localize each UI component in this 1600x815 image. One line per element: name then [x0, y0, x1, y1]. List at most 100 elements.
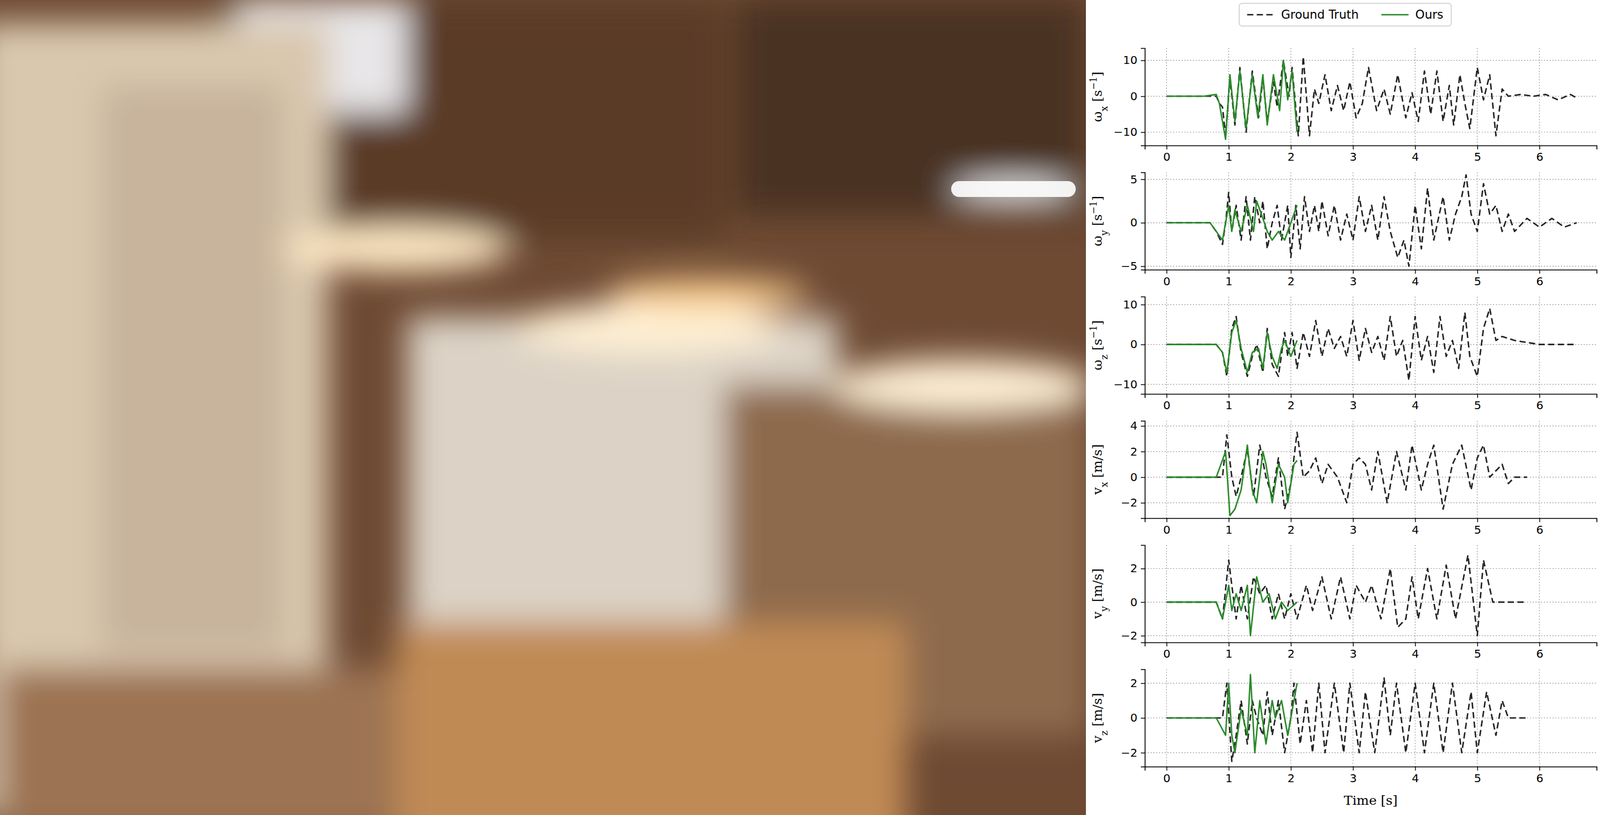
- x-tick-mark: [1539, 145, 1540, 150]
- x-tick-label: 1: [1225, 150, 1233, 164]
- y-tick-label: 2: [1130, 445, 1138, 459]
- y-axis-label-part: [s: [1089, 214, 1105, 231]
- y-axis-label-part: ]: [1089, 195, 1105, 201]
- x-tick-mark: [1290, 642, 1292, 647]
- x-grid-line: [1538, 296, 1540, 395]
- y-tick: 0: [1130, 337, 1145, 352]
- y-axis: −10 0 10: [1113, 297, 1146, 395]
- y-grid-line: [1144, 383, 1597, 385]
- x-axis: 0123456: [1145, 518, 1598, 537]
- y-axis-label-part: [s: [1089, 338, 1105, 355]
- x-grid-line: [1538, 48, 1540, 146]
- y-tick-mark: [1140, 753, 1145, 754]
- y-tick: −10: [1113, 377, 1145, 392]
- y-axis-label: ωy [s−1]: [1088, 195, 1111, 247]
- y-tick: 0: [1130, 595, 1145, 610]
- x-tick-mark: [1290, 767, 1292, 772]
- x-tick: 2: [1287, 642, 1295, 661]
- x-tick: 5: [1473, 767, 1482, 786]
- x-tick-label: 2: [1287, 771, 1295, 786]
- y-axis-label-part: ]: [1089, 71, 1105, 77]
- x-tick-label: 2: [1287, 150, 1295, 164]
- subplot: 0123456−10010ωz [s−1]: [1088, 296, 1598, 413]
- x-tick-label: 0: [1163, 274, 1171, 289]
- y-grid-line: [1144, 60, 1597, 61]
- legend-entry: Ground Truth: [1247, 7, 1359, 22]
- x-grid-line: [1352, 545, 1354, 643]
- x-tick: 1: [1225, 518, 1233, 537]
- y-axis-label-part: v: [1089, 612, 1105, 620]
- x-tick-label: 5: [1473, 523, 1482, 537]
- y-tick: 10: [1123, 53, 1145, 67]
- photo-region: [605, 278, 810, 311]
- y-axis: −2 0 2: [1121, 545, 1146, 644]
- y-tick-mark: [1140, 304, 1145, 306]
- x-tick: 4: [1412, 642, 1420, 661]
- y-tick-mark: [1140, 635, 1145, 637]
- legend-label: Ours: [1415, 7, 1444, 22]
- x-tick-mark: [1539, 767, 1540, 772]
- y-tick: 0: [1130, 470, 1145, 485]
- y-tick: 10: [1123, 297, 1145, 312]
- x-tick-mark: [1228, 767, 1230, 772]
- legend-label: Ground Truth: [1281, 7, 1359, 22]
- x-tick: 2: [1287, 767, 1295, 786]
- y-tick-label: 10: [1123, 297, 1138, 312]
- x-axis-line: [1145, 270, 1598, 275]
- x-tick-mark: [1414, 145, 1416, 150]
- legend-swatch: [1247, 14, 1275, 16]
- series-line: [1166, 555, 1527, 636]
- x-axis-line: [1145, 643, 1598, 648]
- y-tick: 2: [1130, 445, 1145, 459]
- x-tick: 5: [1473, 145, 1482, 164]
- y-axis-label-part: [m/s]: [1089, 568, 1105, 607]
- x-tick: 6: [1536, 642, 1544, 661]
- y-tick-mark: [1140, 179, 1145, 181]
- x-tick: 5: [1473, 642, 1482, 661]
- x-tick-label: 0: [1163, 771, 1171, 786]
- photo-region: [0, 668, 397, 815]
- x-tick-mark: [1477, 767, 1478, 772]
- y-tick-mark: [1140, 568, 1145, 570]
- x-tick-label: 0: [1163, 150, 1171, 164]
- x-grid-line: [1290, 48, 1291, 146]
- y-tick: 2: [1130, 561, 1145, 576]
- series-line: [1166, 678, 1527, 762]
- x-tick: 5: [1473, 518, 1482, 537]
- y-tick: −2: [1121, 746, 1145, 760]
- x-tick-mark: [1353, 642, 1354, 647]
- x-axis: 0123456: [1145, 394, 1598, 413]
- lines: [1166, 174, 1577, 267]
- x-tick-mark: [1166, 270, 1167, 275]
- y-tick-label: −2: [1121, 629, 1138, 643]
- y-grid-line: [1144, 266, 1597, 267]
- x-tick: 0: [1163, 394, 1171, 413]
- x-grid-line: [1477, 48, 1478, 146]
- x-grid-line: [1414, 421, 1416, 519]
- x-tick-mark: [1477, 394, 1478, 399]
- x-tick-mark: [1477, 270, 1478, 275]
- x-tick-mark: [1414, 270, 1416, 275]
- y-axis-label: ωx [s−1]: [1088, 71, 1111, 122]
- x-tick-mark: [1166, 767, 1167, 772]
- y-axis-label-part: ω: [1089, 111, 1105, 123]
- x-tick-label: 0: [1163, 647, 1171, 661]
- x-axis-line: [1145, 518, 1598, 523]
- y-axis-label: vy [m/s]: [1089, 568, 1110, 620]
- x-grid-line: [1166, 421, 1167, 519]
- y-axis-label: vx [m/s]: [1089, 444, 1110, 496]
- x-tick-mark: [1539, 642, 1540, 647]
- x-grid-line: [1228, 296, 1230, 395]
- series-line: [1166, 200, 1298, 241]
- x-tick-label: 6: [1536, 523, 1544, 537]
- y-grid-line: [1144, 568, 1597, 570]
- y-grid-line: [1144, 752, 1597, 754]
- y-tick: 5: [1130, 172, 1145, 187]
- x-grid-line: [1477, 296, 1478, 395]
- x-tick-mark: [1228, 145, 1230, 150]
- legend-box: [1239, 3, 1452, 27]
- y-tick: 0: [1130, 215, 1145, 230]
- y-axis-label-part: ]: [1089, 320, 1105, 326]
- y-axis: −202: [1121, 669, 1146, 768]
- y-tick-mark: [1140, 384, 1145, 385]
